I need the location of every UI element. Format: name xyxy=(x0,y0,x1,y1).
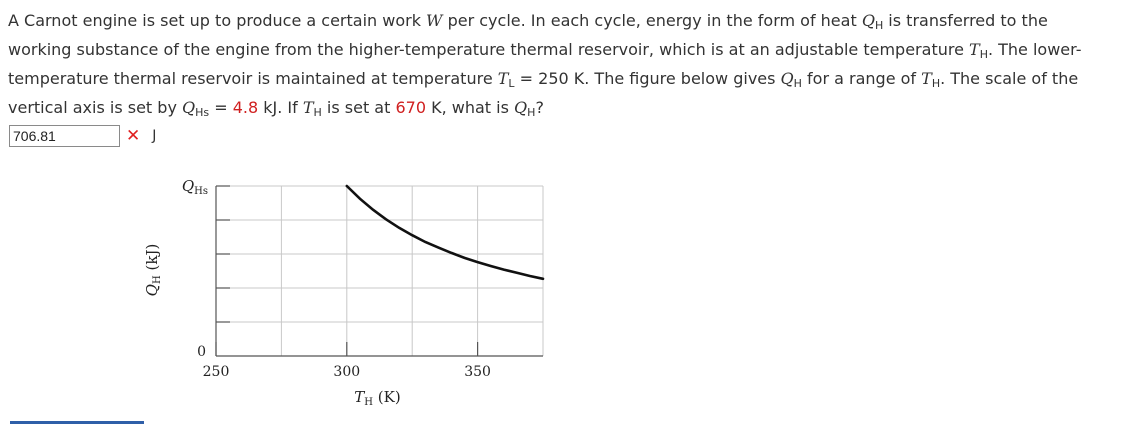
question-text: A Carnot engine is set up to produce a c… xyxy=(8,11,1082,119)
y-axis-label: QH (kJ) xyxy=(143,244,163,297)
answer-row: 706.81 ✕ J xyxy=(9,125,156,147)
x-tick-label: 250 xyxy=(203,364,230,380)
chart-labels: 250 300 350 0 QHs TH (K) QH (kJ) xyxy=(143,177,491,408)
qhs-value: 4.8 xyxy=(232,98,259,117)
y-tick-label-zero: 0 xyxy=(197,344,206,360)
x-tick-label: 300 xyxy=(333,364,360,380)
x-mark-icon: ✕ xyxy=(126,126,141,146)
th-value: 670 xyxy=(395,98,427,117)
chart-grid xyxy=(215,185,544,356)
chart-curve xyxy=(345,184,545,281)
chart-axes xyxy=(215,185,543,357)
answer-divider xyxy=(10,421,144,424)
x-tick-label: 350 xyxy=(464,364,491,380)
x-axis-label: TH (K) xyxy=(354,388,400,408)
answer-unit: J xyxy=(152,128,157,144)
series-line xyxy=(345,184,545,281)
y-tick-label-qhs: QHs xyxy=(182,177,208,197)
answer-input[interactable]: 706.81 xyxy=(9,125,120,147)
